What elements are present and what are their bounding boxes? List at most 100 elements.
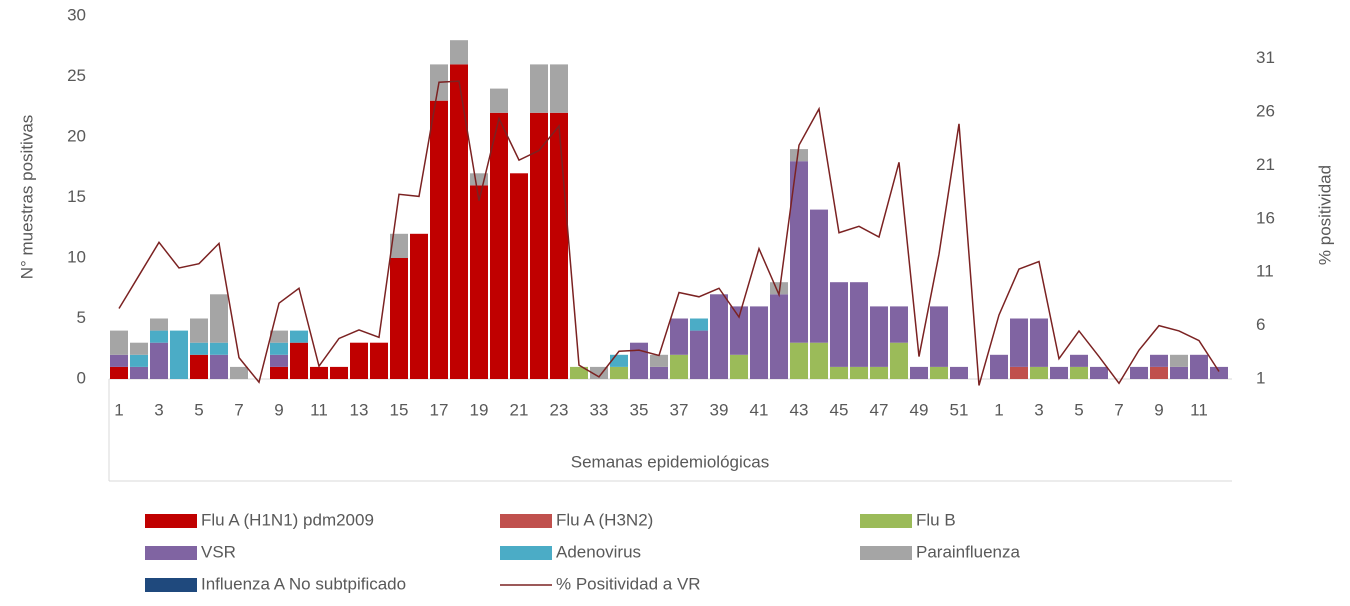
x-tick-label: 49 — [910, 400, 929, 419]
bar-segment — [890, 306, 908, 343]
bar-segment — [270, 354, 288, 367]
bar-segment — [1170, 366, 1188, 379]
bar-segment — [270, 330, 288, 343]
y2-tick-label: 6 — [1256, 315, 1265, 334]
bar-segment — [530, 64, 548, 113]
legend-swatch — [860, 514, 912, 528]
bar-segment — [1170, 354, 1188, 367]
bar-segment — [190, 354, 208, 379]
bar-segment — [190, 342, 208, 355]
bar-segment — [530, 112, 548, 380]
bar-segment — [690, 318, 708, 331]
bar-segment — [830, 366, 848, 379]
x-tick-label: 35 — [630, 400, 649, 419]
bar-segment — [450, 64, 468, 380]
bar-segment — [690, 330, 708, 379]
bar-segment — [510, 173, 528, 379]
bar-segment — [1130, 366, 1148, 379]
bar-segment — [310, 366, 328, 379]
bar-segment — [490, 112, 508, 380]
x-tick-label: 17 — [430, 400, 449, 419]
legend-swatch — [145, 514, 197, 528]
y-tick-label: 20 — [67, 126, 86, 145]
bar-segment — [870, 306, 888, 367]
bar-segment — [450, 40, 468, 65]
bar-segment — [130, 342, 148, 355]
bar-segment — [190, 318, 208, 343]
x-tick-label: 33 — [590, 400, 609, 419]
y-tick-label: 25 — [67, 66, 86, 85]
legend-label: Influenza A No subtpificado — [201, 574, 406, 593]
bar-segment — [1070, 366, 1088, 379]
bar-segment — [210, 342, 228, 355]
x-tick-label: 15 — [390, 400, 409, 419]
legend-label: Flu B — [916, 510, 956, 529]
x-tick-label: 23 — [550, 400, 569, 419]
x-tick-label: 37 — [670, 400, 689, 419]
x-tick-label: 43 — [790, 400, 809, 419]
bar-segment — [670, 318, 688, 355]
y2-axis-label: % positividad — [1315, 165, 1334, 265]
x-tick-label: 7 — [234, 400, 243, 419]
bar-segment — [550, 112, 568, 380]
y-tick-label: 5 — [77, 308, 86, 327]
bar-segment — [170, 330, 188, 379]
bar-segment — [950, 366, 968, 379]
y-tick-label: 0 — [77, 368, 86, 387]
bar-segment — [1050, 366, 1068, 379]
bar-segment — [710, 294, 728, 379]
bar-segment — [270, 342, 288, 355]
legend-label: % Positividad a VR — [556, 574, 701, 593]
x-tick-label: 5 — [194, 400, 203, 419]
x-tick-label: 3 — [1034, 400, 1043, 419]
x-tick-label: 13 — [350, 400, 369, 419]
bar-segment — [850, 366, 868, 379]
bar-segment — [1210, 366, 1228, 379]
bar-segment — [130, 354, 148, 367]
y2-tick-label: 16 — [1256, 208, 1275, 227]
x-tick-label: 41 — [750, 400, 769, 419]
legend-swatch — [145, 578, 197, 592]
bar-segment — [150, 330, 168, 343]
x-tick-label: 21 — [510, 400, 529, 419]
bar-segment — [1010, 318, 1028, 367]
legend-label: Flu A (H1N1) pdm2009 — [201, 510, 374, 529]
bar-segment — [230, 366, 248, 379]
x-tick-label: 5 — [1074, 400, 1083, 419]
bar-segment — [910, 366, 928, 379]
bar-segment — [1010, 366, 1028, 379]
bar-segment — [130, 366, 148, 379]
x-tick-label: 47 — [870, 400, 889, 419]
bar-segment — [730, 306, 748, 355]
y2-tick-label: 21 — [1256, 155, 1275, 174]
bar-segment — [410, 233, 428, 379]
bar-segment — [790, 342, 808, 379]
bar-segment — [1150, 366, 1168, 379]
x-tick-label: 51 — [950, 400, 969, 419]
bar-segment — [670, 354, 688, 379]
bar-segment — [210, 354, 228, 379]
legend-label: Parainfluenza — [916, 542, 1021, 561]
x-tick-label: 45 — [830, 400, 849, 419]
bar-segment — [330, 366, 348, 379]
line-series — [118, 80, 1220, 386]
bar-segment — [790, 161, 808, 343]
bar-segment — [290, 342, 308, 379]
bar-segment — [110, 366, 128, 379]
bar-segment — [610, 366, 628, 379]
x-tick-label: 11 — [1190, 400, 1208, 419]
bar-segment — [610, 354, 628, 367]
bar-segment — [930, 306, 948, 367]
bar-segment — [770, 294, 788, 379]
bar-segment — [730, 354, 748, 379]
y2-tick-label: 26 — [1256, 102, 1275, 121]
bar-segment — [370, 342, 388, 379]
legend-swatch — [500, 514, 552, 528]
y-axis-label: N° muestras positivas — [17, 115, 36, 280]
x-tick-label: 1 — [994, 400, 1003, 419]
y2-tick-label: 31 — [1256, 48, 1275, 67]
bar-segment — [1090, 366, 1108, 379]
bar-segment — [830, 282, 848, 367]
bar-segment — [750, 306, 768, 379]
